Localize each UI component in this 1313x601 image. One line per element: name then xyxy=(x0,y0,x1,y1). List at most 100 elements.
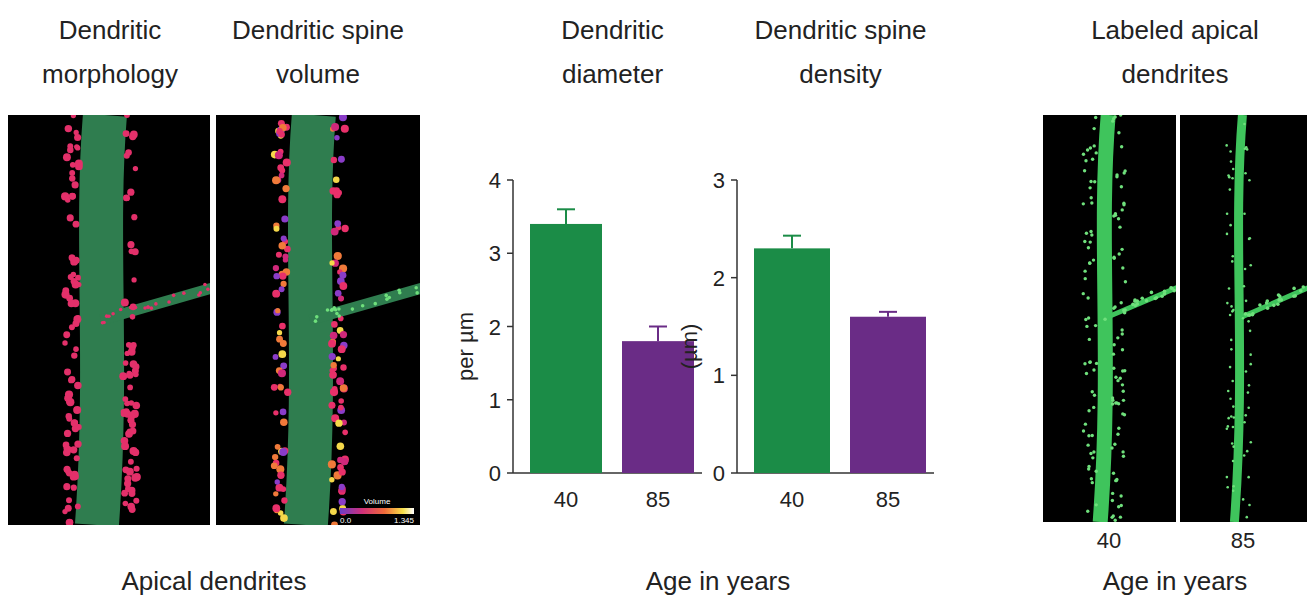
spine xyxy=(326,308,330,312)
spine xyxy=(63,153,71,161)
spine xyxy=(339,282,347,290)
spine xyxy=(1121,332,1124,335)
spine xyxy=(1227,390,1230,393)
spine xyxy=(1251,312,1255,316)
spine xyxy=(1092,406,1095,409)
micrograph-content xyxy=(61,115,210,525)
spine xyxy=(280,418,288,426)
spine xyxy=(278,384,284,390)
x-tick-label: 40 xyxy=(780,487,804,512)
spine xyxy=(64,446,72,454)
spine xyxy=(279,168,285,174)
spine xyxy=(341,225,348,232)
spine xyxy=(71,115,76,118)
spine xyxy=(1229,188,1232,191)
spine xyxy=(1114,518,1117,521)
spine xyxy=(1091,158,1094,161)
spine xyxy=(62,340,67,345)
spine xyxy=(1112,255,1115,258)
micrograph xyxy=(1180,115,1307,522)
spine xyxy=(1226,212,1229,215)
spine xyxy=(1247,407,1250,410)
spine xyxy=(119,308,123,312)
spine xyxy=(65,390,73,398)
spine xyxy=(1091,456,1094,459)
spine xyxy=(1121,383,1124,386)
spine xyxy=(1232,460,1235,463)
spine xyxy=(281,215,288,222)
spine xyxy=(1095,362,1098,365)
spine xyxy=(1088,262,1091,265)
spine xyxy=(337,443,345,451)
colorbar-tick-label: 1.345 xyxy=(394,516,415,525)
spine xyxy=(1258,303,1262,307)
spine xyxy=(65,125,72,132)
spine xyxy=(1231,260,1234,263)
spine xyxy=(1116,336,1119,339)
spine xyxy=(1243,212,1246,215)
spine xyxy=(61,291,69,299)
spine xyxy=(1110,446,1113,449)
spine xyxy=(172,294,176,298)
spine xyxy=(75,315,80,320)
spine xyxy=(66,519,74,525)
spine xyxy=(1232,426,1235,429)
spine xyxy=(1091,390,1094,393)
spine xyxy=(75,163,83,171)
spine xyxy=(62,509,67,514)
spine xyxy=(1086,443,1089,446)
spine xyxy=(279,173,285,179)
spine xyxy=(132,367,139,374)
spine xyxy=(1243,123,1246,126)
spine xyxy=(1103,318,1107,322)
spine xyxy=(330,309,334,313)
spine xyxy=(68,377,74,383)
spine xyxy=(124,400,130,406)
dendrite-branch xyxy=(1238,286,1307,319)
spine xyxy=(1245,300,1248,303)
spine xyxy=(273,410,278,415)
spine xyxy=(105,314,109,318)
spine xyxy=(1123,369,1126,372)
spine xyxy=(1248,504,1251,507)
spine xyxy=(340,385,348,393)
dendrite-branch xyxy=(310,287,420,320)
spine xyxy=(1278,295,1282,299)
spine xyxy=(342,430,348,436)
panel-label: 40 xyxy=(1097,528,1121,553)
spine xyxy=(277,472,284,479)
spine xyxy=(1229,398,1232,401)
spine xyxy=(1123,171,1126,174)
spine xyxy=(71,352,77,358)
spine xyxy=(75,275,81,281)
spine xyxy=(119,372,127,380)
spine xyxy=(71,419,78,426)
x-axis-title: Age in years xyxy=(646,566,791,596)
spine xyxy=(1083,269,1086,272)
spine xyxy=(69,193,75,199)
spine xyxy=(1230,305,1233,308)
spine xyxy=(1094,503,1097,506)
spine xyxy=(1243,285,1246,288)
spine xyxy=(1088,338,1091,341)
spine xyxy=(1087,409,1090,412)
spine xyxy=(1230,160,1233,163)
spine xyxy=(278,369,286,377)
spine xyxy=(1232,445,1235,448)
spine xyxy=(1091,434,1094,437)
spine xyxy=(74,134,81,141)
spine xyxy=(1085,232,1088,235)
spine xyxy=(66,497,72,503)
spine xyxy=(339,498,346,505)
spine xyxy=(1086,296,1089,299)
spine xyxy=(1299,289,1303,293)
spine xyxy=(338,296,344,302)
spine xyxy=(1233,416,1236,419)
spine xyxy=(272,454,278,460)
spine xyxy=(315,315,319,319)
spine xyxy=(398,291,402,295)
spine xyxy=(273,273,279,279)
spine xyxy=(1085,325,1088,328)
spine xyxy=(1113,305,1116,308)
spine xyxy=(1231,442,1234,445)
